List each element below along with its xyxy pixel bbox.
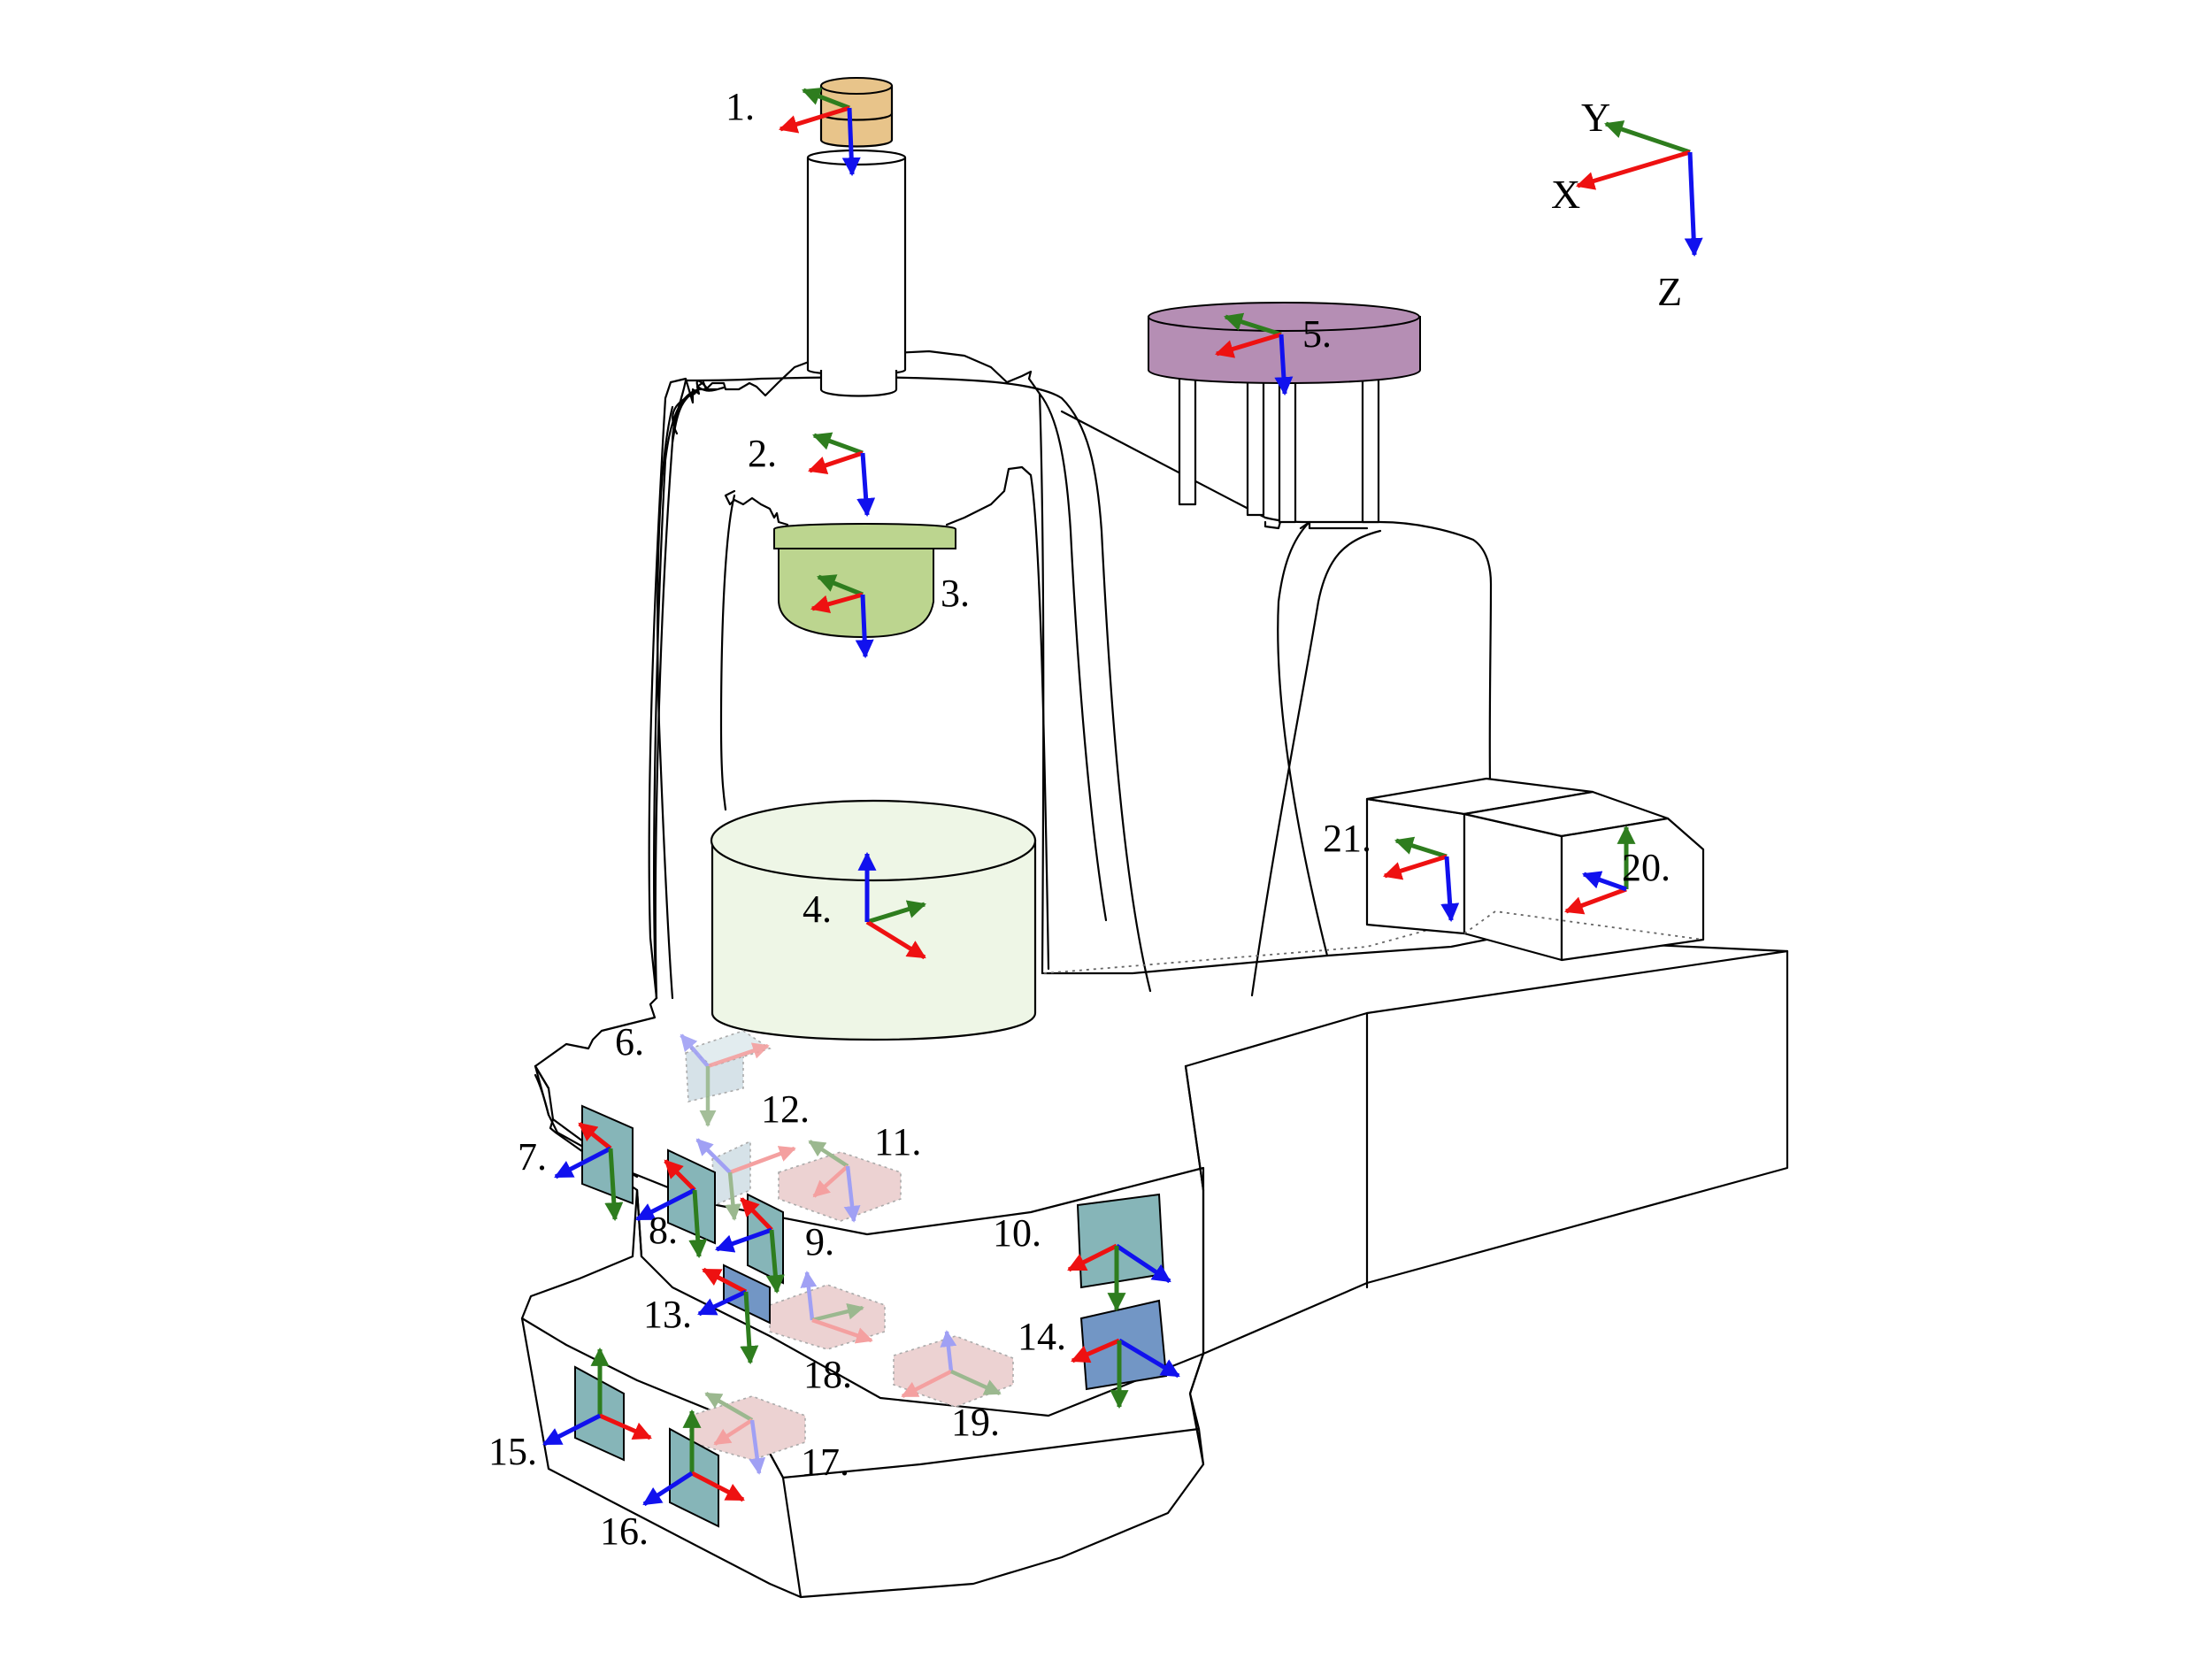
part-5-assembly — [1148, 303, 1420, 522]
label-16: 16. — [600, 1509, 649, 1553]
label-5: 5. — [1302, 312, 1332, 356]
label-20: 20. — [1622, 846, 1671, 889]
label-4: 4. — [803, 887, 832, 931]
part-3-flange — [774, 524, 956, 549]
label-6: 6. — [615, 1020, 644, 1064]
label-3: 3. — [941, 572, 970, 615]
label-14: 14. — [1018, 1315, 1066, 1358]
label-18: 18. — [803, 1353, 852, 1396]
plate-7 — [582, 1106, 633, 1203]
label-21: 21. — [1323, 817, 1371, 860]
reference-triad — [1578, 124, 1694, 255]
frame-2 — [810, 435, 867, 515]
label-10: 10. — [993, 1211, 1041, 1255]
label-19: 19. — [951, 1401, 1000, 1444]
part-5-disc-top — [1148, 303, 1419, 331]
part-1-top — [821, 78, 892, 94]
plate-10 — [1078, 1194, 1164, 1287]
part-4-top — [711, 801, 1035, 880]
label-11: 11. — [874, 1120, 921, 1164]
axis-label-x: X — [1551, 172, 1580, 217]
axis-label-y: Y — [1581, 95, 1610, 140]
label-17: 17. — [801, 1440, 849, 1484]
label-9: 9. — [805, 1220, 834, 1263]
label-1: 1. — [726, 85, 755, 128]
label-8: 8. — [649, 1209, 678, 1252]
label-2: 2. — [748, 432, 777, 475]
label-12: 12. — [761, 1087, 810, 1131]
axis-label-z: Z — [1657, 269, 1682, 314]
mast — [808, 150, 905, 396]
label-7: 7. — [518, 1135, 547, 1179]
label-13: 13. — [643, 1293, 692, 1336]
label-15: 15. — [488, 1430, 537, 1473]
